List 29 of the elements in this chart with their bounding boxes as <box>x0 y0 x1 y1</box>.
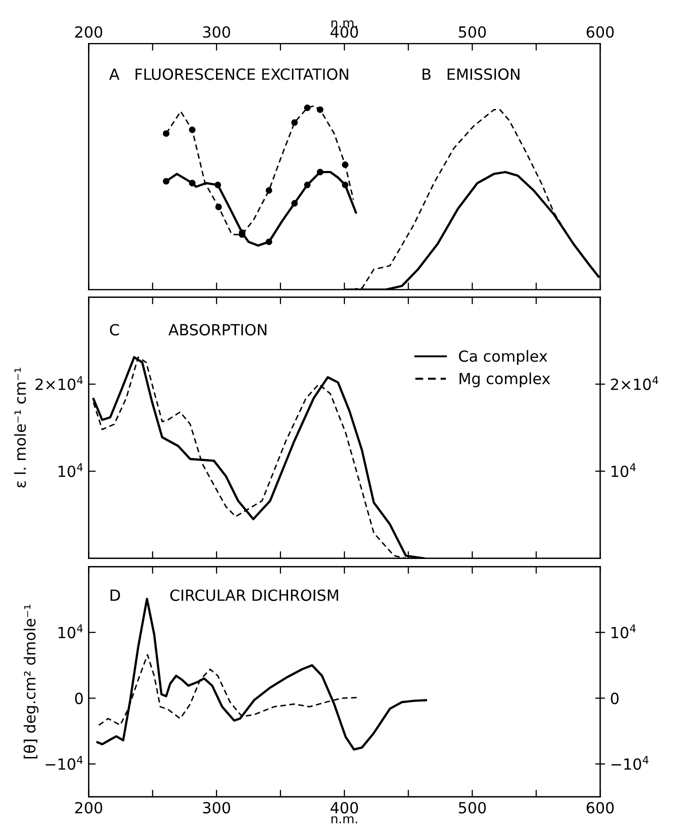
y2-tick-label: 10$^{4}$ <box>612 463 636 478</box>
y-tick-label: 10$^{4}$ <box>58 624 83 638</box>
y-tick-label: 0 <box>75 692 83 704</box>
text: C ABSORPTION <box>110 324 266 336</box>
legend-label: Mg complex <box>460 372 550 388</box>
x2-tick-label: 200 <box>75 26 102 38</box>
y-tick-label: 2×10$^{4}$ <box>36 376 83 390</box>
x2-tick-label: 600 <box>586 26 614 38</box>
x-axis-title: n.m. <box>332 816 358 824</box>
y-axis-title: [θ] deg.cm² dmole⁻¹ <box>24 604 39 758</box>
x-tick-label: 300 <box>203 802 230 814</box>
y2-tick-label: 10$^{4}$ <box>612 624 636 638</box>
y-tick-label: 10$^{4}$ <box>58 463 83 478</box>
x-tick-label: 400 <box>330 802 358 814</box>
y-axis-title: ε l. mole⁻¹ cm⁻¹ <box>14 368 26 488</box>
y2-tick-label: 2×10$^{4}$ <box>611 376 658 390</box>
y2-tick-label: −10$^{4}$ <box>612 756 648 770</box>
x-tick-label: 600 <box>586 802 614 814</box>
x-tick-label: 500 <box>458 802 486 814</box>
legend-label: Ca complex <box>458 350 548 365</box>
x2-tick-label: 300 <box>203 26 230 38</box>
chart-title: A FLUORESCENCE EXCITATION <box>109 68 348 80</box>
text: D CIRCULAR DICHROISM <box>110 589 338 602</box>
text: B EMISSION <box>422 68 520 80</box>
x-tick-label: 200 <box>75 802 102 814</box>
x2-tick-label: 400 <box>330 26 358 38</box>
x2-tick-label: 500 <box>458 26 486 38</box>
y-tick-label: −10$^{4}$ <box>46 756 83 770</box>
y2-tick-label: 0 <box>610 692 619 704</box>
